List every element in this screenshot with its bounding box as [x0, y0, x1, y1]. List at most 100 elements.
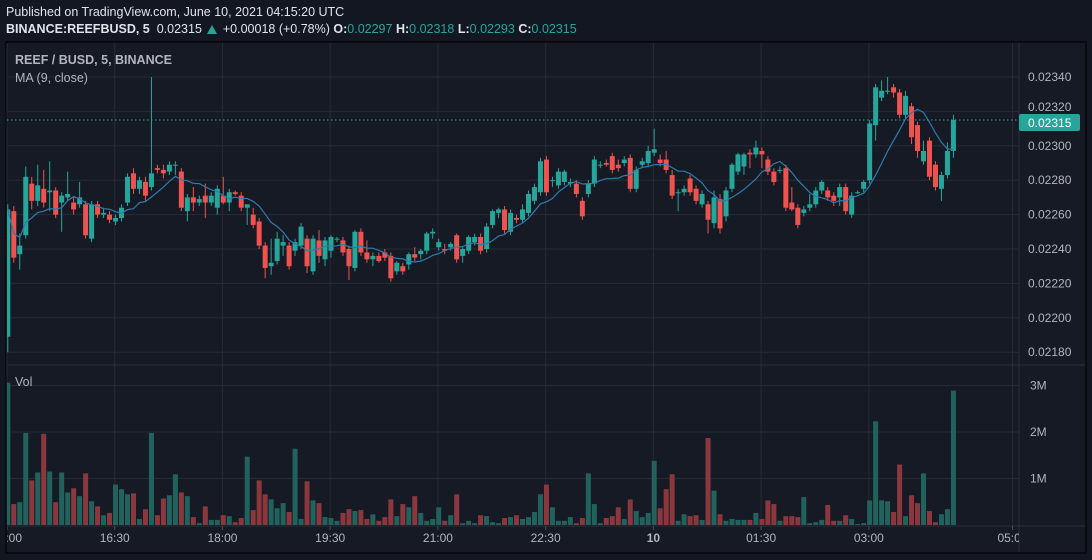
candle-body [753, 147, 759, 155]
volume-bar [65, 492, 71, 525]
time-tick-label: 22:30 [531, 531, 561, 545]
volume-bar [119, 489, 125, 525]
candle [190, 187, 196, 212]
volume-bar [35, 472, 41, 525]
volume-legend[interactable]: Vol [15, 375, 32, 389]
candle [77, 181, 83, 208]
volume-bar [681, 514, 687, 525]
candle [531, 183, 537, 205]
candle [771, 168, 777, 186]
volume-bar [448, 515, 454, 525]
candle [286, 242, 292, 270]
candle-body [903, 95, 909, 115]
time-tick-label: 16:30 [100, 531, 130, 545]
candle-body [376, 255, 382, 262]
volume-bar [777, 520, 783, 525]
candle-body [699, 193, 705, 205]
candle [915, 121, 921, 158]
candle [514, 214, 520, 224]
candle-body [59, 195, 65, 203]
candle-body [202, 195, 208, 203]
candle-body [250, 214, 256, 225]
candle-body [190, 197, 196, 203]
volume-bar [17, 502, 23, 525]
candle [639, 157, 645, 169]
volume-bar [807, 523, 813, 525]
volume-bar [262, 494, 268, 525]
candle-body [208, 195, 214, 203]
candle [83, 200, 89, 239]
volume-bar [322, 517, 328, 525]
candle-body [783, 168, 789, 208]
volume-bars [7, 382, 956, 525]
time-axis[interactable]: 15:00 16:30 18:00 19:30 21:00 22:30 10 01:30 03:… [0, 526, 1028, 545]
candle-body [29, 183, 35, 201]
volume-bar [525, 517, 531, 525]
volume-bar [268, 499, 274, 525]
candle-body [915, 125, 921, 151]
candle-body [926, 140, 932, 177]
candle-body [424, 233, 430, 251]
volume-bar [615, 507, 621, 525]
candle [855, 190, 861, 194]
candle-body [107, 214, 113, 220]
candle-body [232, 192, 238, 194]
volume-bar [885, 501, 891, 525]
candle-body [400, 266, 406, 272]
candle-body [340, 240, 346, 253]
candle [681, 185, 687, 196]
candle-body [891, 87, 897, 93]
ma-legend[interactable]: MA (9, close) [15, 71, 88, 85]
candle [759, 147, 765, 169]
volume-bar [669, 474, 675, 525]
volume-bar [561, 520, 567, 525]
volume-bar [154, 515, 160, 525]
candle-body [561, 171, 567, 182]
candle [346, 245, 352, 280]
volume-bar [460, 523, 466, 525]
candle [490, 209, 496, 229]
candle [831, 192, 837, 206]
candle [711, 190, 717, 229]
candle [849, 192, 855, 219]
candle-body [777, 169, 783, 171]
candle-body [244, 204, 250, 208]
candle [35, 164, 41, 206]
candle [220, 176, 226, 205]
candle-body [256, 221, 262, 246]
candle [520, 204, 526, 224]
volume-bar [226, 516, 232, 525]
volume-bar [101, 515, 107, 525]
candle [59, 192, 65, 232]
volume-bar [59, 472, 65, 525]
volume-bar [741, 519, 747, 525]
candle [867, 120, 873, 184]
candle-body [388, 255, 394, 279]
candle-body [502, 209, 508, 231]
candle-body [627, 157, 633, 189]
volume-bar [172, 474, 178, 525]
candle-body [101, 212, 107, 215]
volume-bar [274, 508, 280, 525]
volume-bar [202, 506, 208, 525]
grid [6, 43, 1019, 525]
candle [196, 195, 202, 206]
price-axis[interactable]: 0.02180 0.02200 0.02220 0.02240 0.02260 0.022… [1028, 70, 1072, 359]
candle [873, 83, 879, 141]
candle-body [741, 154, 747, 167]
candle [932, 161, 938, 191]
volume-bar [334, 520, 340, 525]
candle [322, 236, 328, 267]
volume-bar [950, 390, 956, 525]
candle [903, 90, 909, 119]
candle [412, 247, 418, 262]
candle-body [364, 252, 370, 260]
candle [508, 209, 514, 236]
price-tick-label: 0.02240 [1028, 242, 1072, 256]
candle [65, 171, 71, 201]
candle-body [160, 169, 166, 174]
candle [125, 173, 130, 206]
volume-bar [406, 507, 412, 525]
candle [250, 207, 256, 229]
